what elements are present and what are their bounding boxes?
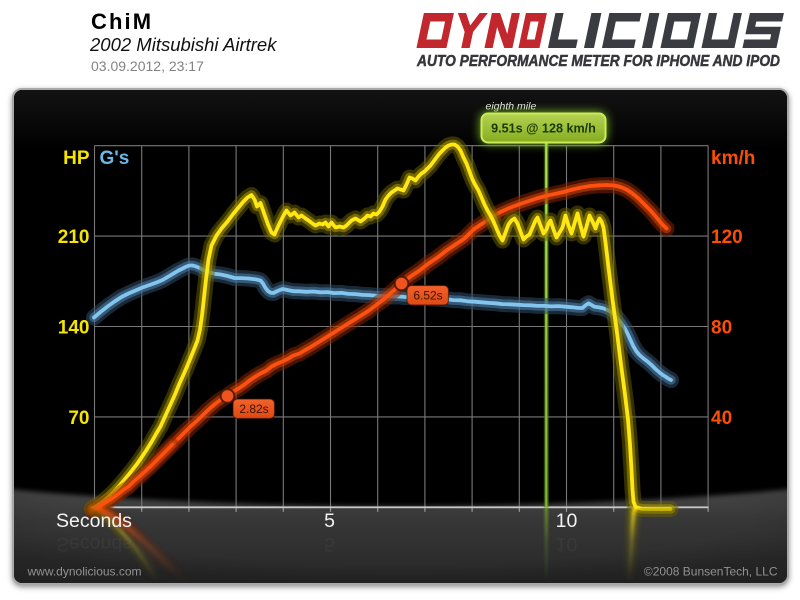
svg-text:Seconds: Seconds [56, 510, 132, 532]
svg-text:120: 120 [711, 227, 743, 248]
svg-text:2.82s: 2.82s [239, 402, 268, 416]
svg-text:10: 10 [556, 533, 578, 555]
svg-text:eighth mile: eighth mile [486, 101, 537, 113]
svg-text:km/h: km/h [711, 148, 755, 169]
svg-text:80: 80 [711, 318, 732, 339]
svg-text:www.dynolicious.com: www.dynolicious.com [27, 565, 142, 579]
svg-text:AUTO PERFORMANCE METER FOR IPH: AUTO PERFORMANCE METER FOR IPHONE AND IP… [416, 53, 780, 70]
svg-text:210: 210 [58, 227, 90, 248]
svg-text:Seconds: Seconds [56, 533, 132, 555]
svg-text:6.52s: 6.52s [413, 289, 442, 303]
svg-text:HP: HP [63, 148, 90, 169]
svg-text:70: 70 [68, 408, 89, 429]
svg-text:5: 5 [324, 510, 335, 532]
svg-text:G's: G's [100, 148, 130, 169]
svg-text:©2008 BunsenTech, LLC: ©2008 BunsenTech, LLC [644, 565, 778, 579]
svg-text:40: 40 [711, 408, 732, 429]
svg-text:5: 5 [324, 533, 335, 555]
svg-text:140: 140 [58, 318, 90, 339]
svg-text:9.51s @ 128 km/h: 9.51s @ 128 km/h [491, 122, 596, 136]
svg-text:10: 10 [556, 510, 578, 532]
